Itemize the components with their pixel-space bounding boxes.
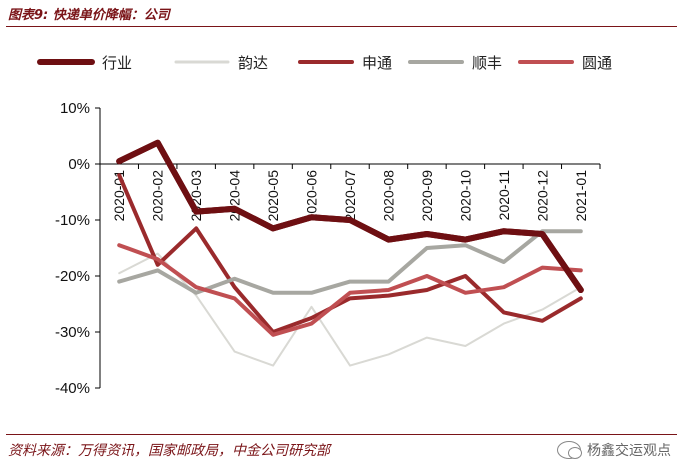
footer-divider: [6, 434, 677, 435]
watermark-text: 杨鑫交运观点: [587, 443, 671, 459]
figure-title: 图表9: 快递单价降幅：公司: [8, 8, 170, 23]
x-tick-label: 2020-09: [419, 170, 435, 222]
y-tick-label: 0%: [68, 156, 90, 173]
legend-label: 圆通: [582, 54, 612, 72]
wechat-icon: [557, 441, 582, 459]
x-tick-label: 2020-07: [342, 170, 358, 222]
source-note: 资料来源：万得资讯，国家邮政局，中金公司研究部: [8, 443, 330, 459]
legend-label: 行业: [102, 54, 132, 72]
x-tick-label: 2020-12: [534, 170, 550, 222]
legend-label: 申通: [362, 54, 392, 72]
y-tick-label: -40%: [55, 380, 90, 397]
watermark: 杨鑫交运观点: [557, 440, 671, 460]
x-tick-label: 2020-10: [457, 170, 473, 222]
series-line-1-top: [116, 139, 584, 293]
y-tick-label: 10%: [60, 100, 90, 117]
line-chart: 10%0%-10%-20%-30%-40%2020-01 2020-02 2020-…: [37, 54, 612, 397]
series-line-3: [117, 173, 583, 334]
x-tick-label: 2020-05: [265, 170, 281, 222]
series-line-4: [117, 229, 583, 295]
legend-label: 顺丰: [472, 54, 502, 72]
y-tick-label: -10%: [55, 212, 90, 229]
x-tick-label: 2020-06: [304, 170, 320, 222]
x-tick-label: 2020-11: [496, 170, 512, 221]
y-tick-label: -30%: [55, 324, 90, 341]
series-line-2: [118, 252, 582, 367]
x-tick-label: 2020-02: [150, 170, 166, 222]
x-tick-label: 2021-01: [573, 170, 589, 222]
title-divider: [6, 26, 677, 27]
series-line-5: [117, 243, 583, 337]
y-tick-label: -20%: [55, 268, 90, 285]
legend-label: 韵达: [238, 54, 268, 72]
x-tick-label: 2020-08: [380, 170, 396, 222]
